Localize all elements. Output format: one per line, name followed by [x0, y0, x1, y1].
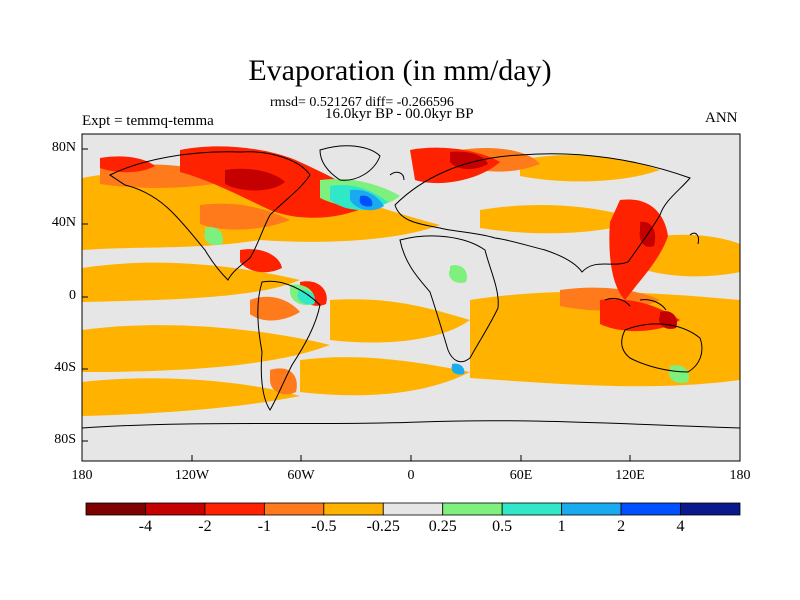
colorbar-label: 1 — [557, 518, 566, 535]
colorbar-swatch — [323, 502, 384, 516]
period-label: 16.0kyr BP - 00.0kyr BP — [325, 106, 474, 122]
experiment-label: Expt = temmq-temma — [82, 113, 214, 129]
very-strong-positive-regions — [359, 195, 373, 207]
y-tick-label: 40S — [54, 360, 76, 375]
colorbar-swatch — [85, 502, 146, 516]
coastlines — [82, 145, 740, 429]
x-tick-label: 180 — [71, 468, 93, 483]
colorbar-swatch — [382, 502, 444, 516]
map-title: Evaporation (in mm/day) — [248, 54, 552, 87]
stats-label: rmsd= 0.521267 diff= -0.266596 — [270, 95, 454, 110]
colorbar-label: 4 — [676, 518, 685, 535]
colorbar-label: -1 — [257, 518, 272, 535]
colorbar-label: 0.5 — [492, 518, 513, 535]
y-tick-label: 40N — [51, 215, 76, 230]
colorbar-label: 2 — [617, 518, 626, 535]
colorbar-swatch — [561, 502, 622, 516]
map-field — [82, 134, 740, 461]
season-label: ANN — [705, 110, 738, 126]
x-tick-label: 120E — [615, 468, 645, 483]
y-tick-label: 80S — [54, 432, 76, 447]
x-tick-label: 0 — [407, 468, 415, 483]
colorbar-label: 0.25 — [428, 518, 457, 535]
colorbar-swatch — [501, 502, 563, 516]
x-tick-label: 60W — [287, 468, 315, 483]
axis-ticks — [81, 148, 741, 461]
colorbar-label: -0.5 — [311, 518, 337, 535]
y-tick-label: 0 — [69, 288, 76, 303]
colorbar-swatch — [263, 502, 325, 516]
colorbar-label: -4 — [138, 518, 153, 535]
colorbar-swatch — [680, 502, 741, 516]
colorbar — [85, 502, 741, 516]
x-tick-label: 120W — [174, 468, 210, 483]
colorbar-swatch — [145, 502, 206, 516]
x-tick-label: 60E — [509, 468, 533, 483]
colorbar-label: -2 — [198, 518, 212, 535]
colorbar-label: -0.25 — [366, 518, 400, 535]
y-tick-label: 80N — [51, 140, 76, 155]
colorbar-swatch — [204, 502, 265, 516]
colorbar-swatch — [442, 502, 503, 516]
x-tick-label: 180 — [729, 468, 751, 483]
colorbar-swatch — [620, 502, 681, 516]
